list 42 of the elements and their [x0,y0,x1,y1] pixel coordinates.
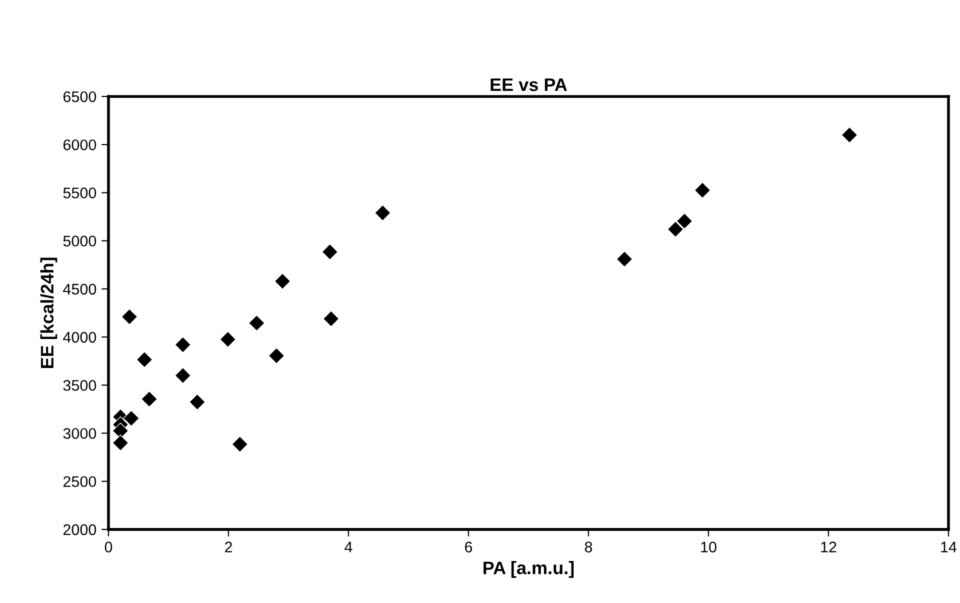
point [174,367,192,384]
chart-title: EE vs PA [490,78,567,92]
x-axis-title: PA [a.m.u.] [484,561,574,578]
point [322,310,340,327]
point [189,394,206,410]
x-tick-label: 8 [584,542,592,552]
point [322,244,338,260]
point [141,390,158,408]
y-tick-label: 4000 [63,332,96,343]
y-tick-label: 5000 [63,236,96,246]
point [121,308,138,326]
point [268,348,285,364]
x-tick-label: 2 [225,542,232,552]
point [676,212,693,230]
point [123,410,140,427]
y-tick-label: 4500 [63,284,96,295]
point [248,314,265,332]
y-tick-label: 6500 [63,91,96,102]
x-tick-label: 12 [821,542,836,552]
y-tick-label: 6000 [63,139,96,150]
x-tick-label: 14 [941,542,957,552]
point [374,204,391,222]
point [174,336,192,353]
y-tick-label: 3000 [63,428,96,439]
x-tick-label: 6 [465,542,472,552]
point [112,434,129,452]
y-axis-title: EE [kcal/24h] [40,258,58,368]
point [232,436,248,452]
x-tick-label: 0 [104,542,112,552]
point [616,250,633,268]
y-tick-label: 2000 [63,524,96,536]
point [220,331,236,348]
y-tick-label: 2500 [63,476,96,488]
point [694,182,711,198]
y-tick-label: 3500 [63,380,96,391]
point [667,221,684,238]
x-tick-label: 4 [344,542,352,552]
point [274,273,291,290]
x-tick-label: 10 [701,542,716,552]
y-tick-label: 5500 [63,188,96,198]
point [136,351,153,368]
point [841,126,858,144]
